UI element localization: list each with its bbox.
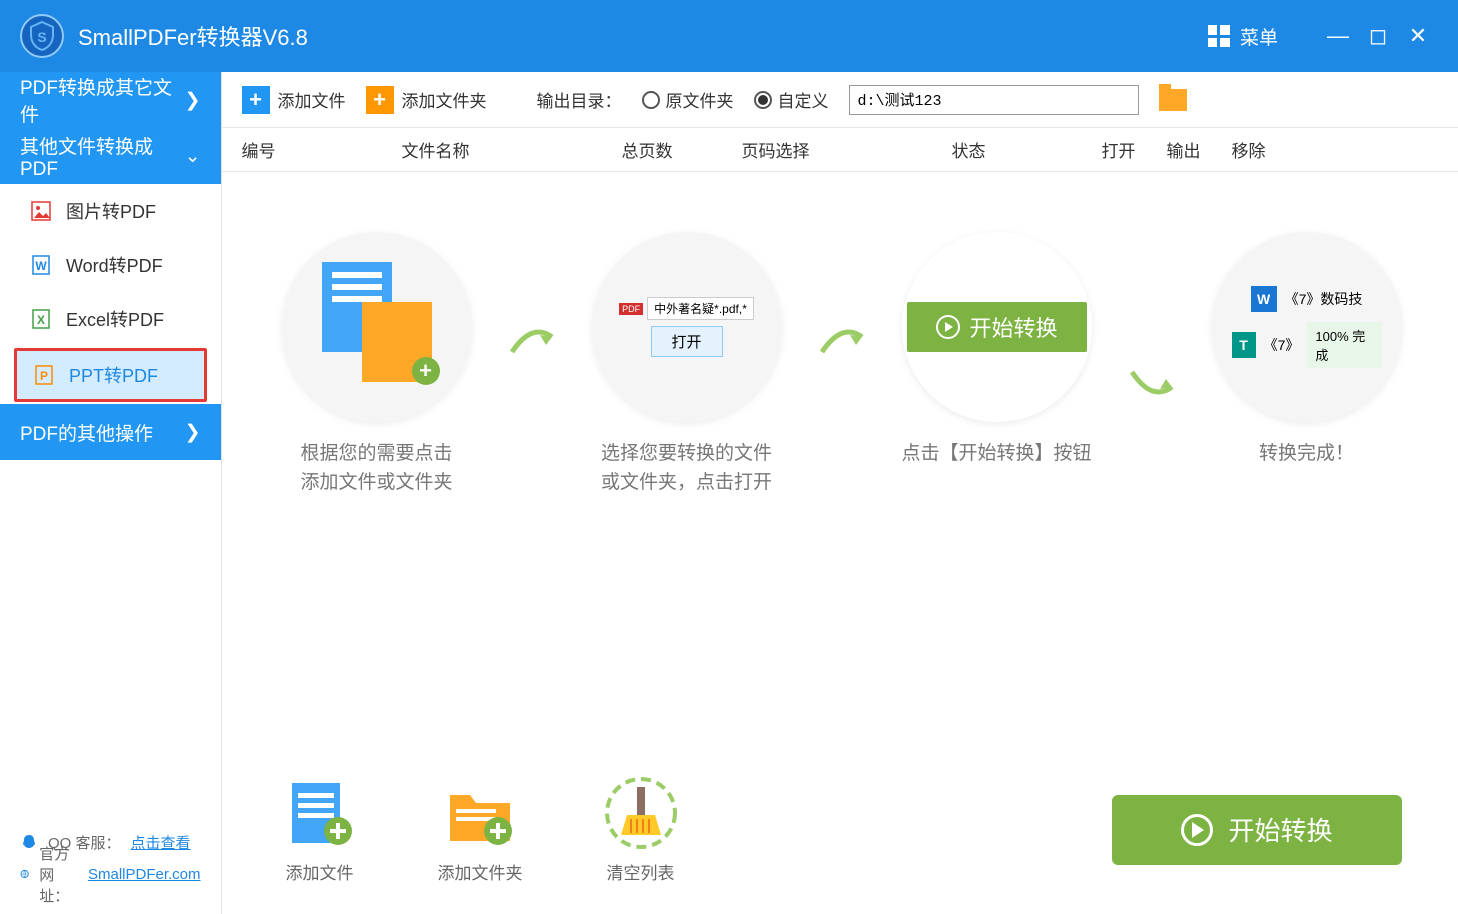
svg-text:X: X bbox=[37, 313, 45, 327]
app-title: SmallPDFer转换器V6.8 bbox=[78, 20, 1208, 52]
sidebar-item-image-to-pdf[interactable]: 图片转PDF bbox=[0, 184, 221, 238]
sidebar-header-label: PDF的其他操作 bbox=[20, 419, 153, 446]
convert-preview-button: 开始转换 bbox=[907, 302, 1087, 352]
word-icon: W bbox=[30, 254, 52, 276]
col-status: 状态 bbox=[942, 137, 1092, 162]
bottom-clear-button[interactable]: 清空列表 bbox=[603, 775, 679, 884]
sidebar-header-label: 其他文件转换成PDF bbox=[20, 132, 185, 181]
sidebar-item-label: PPT转PDF bbox=[69, 362, 158, 388]
bottom-add-folder-button[interactable]: 添加文件夹 bbox=[438, 775, 523, 884]
step-1: + + 根据您的需要点击 添加文件或文件夹 bbox=[262, 232, 492, 497]
radio-label: 自定义 bbox=[778, 87, 829, 112]
close-button[interactable]: ✕ bbox=[1398, 23, 1438, 49]
add-file-button[interactable]: + 添加文件 bbox=[242, 86, 346, 114]
step-caption: 点击【开始转换】按钮 bbox=[902, 440, 1092, 469]
qq-icon bbox=[20, 833, 38, 851]
button-label: 添加文件 bbox=[286, 859, 354, 884]
output-dir-label: 输出目录： bbox=[537, 87, 622, 112]
sidebar-item-excel-to-pdf[interactable]: X Excel转PDF bbox=[0, 292, 221, 346]
step-caption: 转换完成！ bbox=[1259, 440, 1354, 469]
sidebar-item-ppt-to-pdf[interactable]: P PPT转PDF bbox=[14, 348, 207, 402]
bottom-toolbar: 添加文件 添加文件夹 清空列表 开始转换 bbox=[222, 775, 1458, 914]
add-folder-icon bbox=[442, 775, 518, 851]
col-output: 输出 bbox=[1157, 137, 1222, 162]
radio-custom-folder[interactable]: 自定义 bbox=[754, 87, 829, 112]
play-icon bbox=[1181, 814, 1213, 846]
qq-link[interactable]: 点击查看 bbox=[131, 832, 191, 853]
result-done: 100% 完成 bbox=[1307, 322, 1381, 368]
svg-text:P: P bbox=[40, 369, 48, 383]
col-open: 打开 bbox=[1092, 137, 1157, 162]
sidebar-item-word-to-pdf[interactable]: W Word转PDF bbox=[0, 238, 221, 292]
result-filename: 《7》数码技 bbox=[1285, 289, 1363, 309]
main-panel: + 添加文件 + 添加文件夹 输出目录： 原文件夹 自定义 编号 文件名称 总页… bbox=[221, 72, 1458, 914]
radio-label: 原文件夹 bbox=[666, 87, 734, 112]
site-label: 官方网址： bbox=[39, 843, 78, 906]
col-number: 编号 bbox=[232, 137, 392, 162]
radio-original-folder[interactable]: 原文件夹 bbox=[642, 87, 734, 112]
sidebar-header-label: PDF转换成其它文件 bbox=[20, 73, 185, 127]
chevron-right-icon: ❯ bbox=[185, 421, 201, 444]
image-icon bbox=[30, 200, 52, 222]
step-caption: 选择您要转换的文件 或文件夹，点击打开 bbox=[601, 440, 772, 497]
start-convert-button[interactable]: 开始转换 bbox=[1112, 795, 1402, 865]
col-filename: 文件名称 bbox=[392, 137, 612, 162]
step-4: W《7》数码技 T《7》100% 完成 转换完成！ bbox=[1192, 232, 1422, 469]
add-file-icon bbox=[282, 775, 358, 851]
step-caption: 根据您的需要点击 添加文件或文件夹 bbox=[301, 440, 453, 497]
menu-grid-icon[interactable] bbox=[1208, 25, 1230, 47]
sidebar-header-other-to-pdf[interactable]: 其他文件转换成PDF ⌄ bbox=[0, 128, 221, 184]
svg-text:W: W bbox=[35, 259, 47, 273]
site-link[interactable]: SmallPDFer.com bbox=[88, 866, 201, 883]
dialog-open-button: 打开 bbox=[651, 326, 723, 357]
button-label: 清空列表 bbox=[607, 859, 675, 884]
dialog-filename: 中外著名疑*.pdf,* bbox=[647, 297, 754, 320]
chevron-down-icon: ⌄ bbox=[185, 145, 201, 168]
ie-icon bbox=[20, 865, 29, 883]
minimize-button[interactable]: — bbox=[1318, 23, 1358, 49]
chevron-right-icon: ❯ bbox=[185, 89, 201, 112]
broom-icon bbox=[603, 775, 679, 851]
add-folder-label: 添加文件夹 bbox=[402, 87, 487, 112]
plus-icon: + bbox=[366, 86, 394, 114]
browse-folder-icon[interactable] bbox=[1159, 89, 1187, 111]
maximize-button[interactable]: ◻ bbox=[1358, 23, 1398, 49]
svg-text:S: S bbox=[37, 29, 46, 45]
col-pages: 总页数 bbox=[612, 137, 732, 162]
col-range: 页码选择 bbox=[732, 137, 942, 162]
sidebar-header-pdf-to-other[interactable]: PDF转换成其它文件 ❯ bbox=[0, 72, 221, 128]
empty-state: + + 根据您的需要点击 添加文件或文件夹 PDF中外著名疑*.pdf,* 打开… bbox=[222, 172, 1458, 775]
app-logo-icon: S bbox=[20, 14, 64, 58]
start-label: 开始转换 bbox=[1229, 811, 1333, 848]
plus-icon: + bbox=[242, 86, 270, 114]
bottom-add-file-button[interactable]: 添加文件 bbox=[282, 775, 358, 884]
toolbar: + 添加文件 + 添加文件夹 输出目录： 原文件夹 自定义 bbox=[222, 72, 1458, 128]
add-file-label: 添加文件 bbox=[278, 87, 346, 112]
titlebar: S SmallPDFer转换器V6.8 菜单 — ◻ ✕ bbox=[0, 0, 1458, 72]
table-header: 编号 文件名称 总页数 页码选择 状态 打开 输出 移除 bbox=[222, 128, 1458, 172]
step-2: PDF中外著名疑*.pdf,* 打开 选择您要转换的文件 或文件夹，点击打开 bbox=[572, 232, 802, 497]
convert-label: 开始转换 bbox=[970, 311, 1058, 343]
menu-button[interactable]: 菜单 bbox=[1240, 23, 1278, 50]
arrow-icon bbox=[812, 312, 872, 372]
col-remove: 移除 bbox=[1222, 137, 1287, 162]
step-3: 开始转换 点击【开始转换】按钮 bbox=[882, 232, 1112, 469]
button-label: 添加文件夹 bbox=[438, 859, 523, 884]
add-folder-button[interactable]: + 添加文件夹 bbox=[366, 86, 487, 114]
sidebar-item-label: 图片转PDF bbox=[66, 198, 156, 224]
result-filename: 《7》 bbox=[1264, 335, 1300, 355]
sidebar-header-pdf-other-ops[interactable]: PDF的其他操作 ❯ bbox=[0, 404, 221, 460]
arrow-icon bbox=[502, 312, 562, 372]
sidebar-item-label: Excel转PDF bbox=[66, 306, 164, 332]
arrow-icon bbox=[1122, 352, 1182, 412]
ppt-icon: P bbox=[33, 364, 55, 386]
sidebar: PDF转换成其它文件 ❯ 其他文件转换成PDF ⌄ 图片转PDF W Word转… bbox=[0, 72, 221, 914]
excel-icon: X bbox=[30, 308, 52, 330]
sidebar-footer: QQ 客服： 点击查看 官方网址： SmallPDFer.com bbox=[0, 826, 221, 914]
output-path-input[interactable] bbox=[849, 85, 1139, 115]
sidebar-item-label: Word转PDF bbox=[66, 252, 163, 278]
